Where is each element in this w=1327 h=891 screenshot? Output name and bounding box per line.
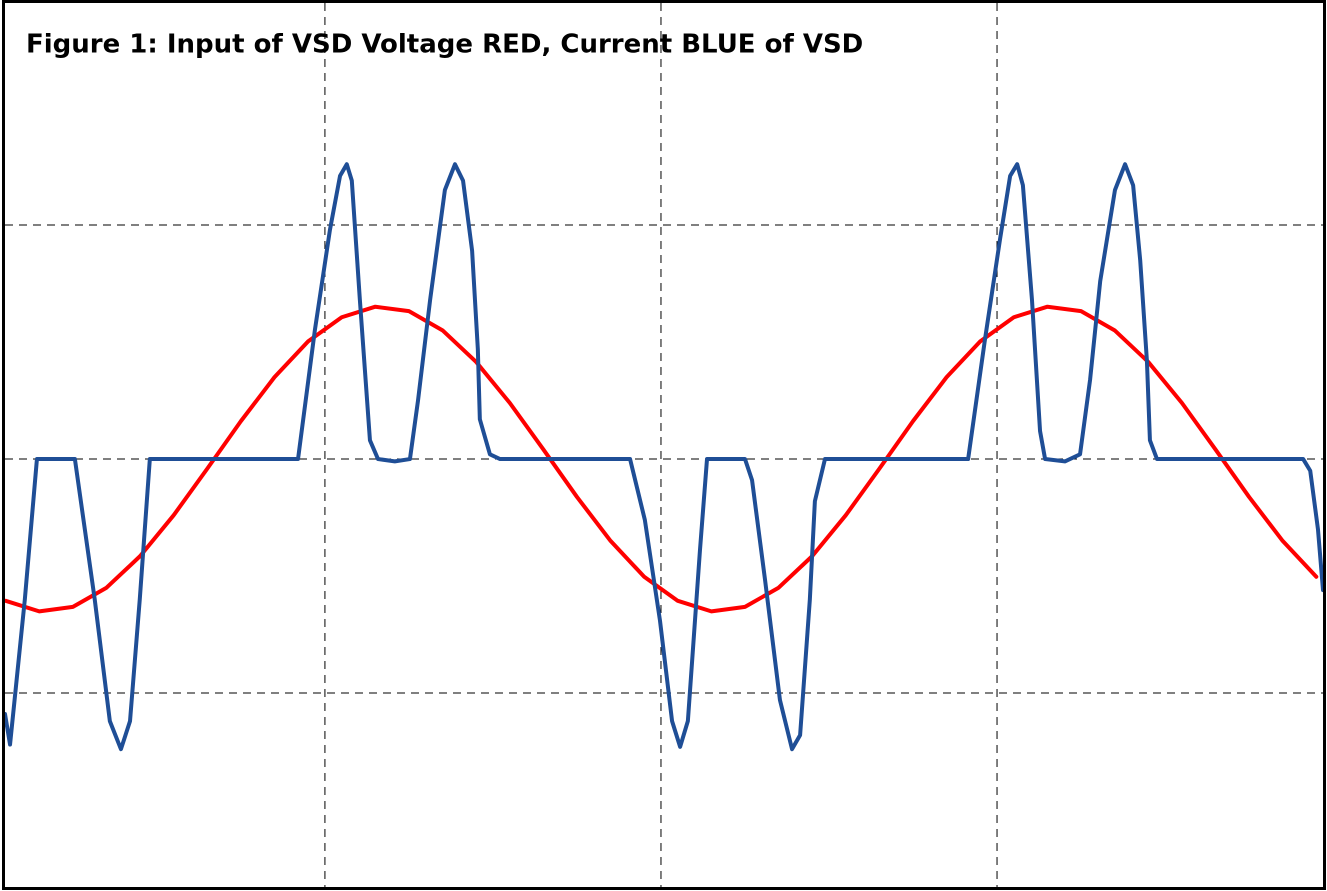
- chart-title: Figure 1: Input of VSD Voltage RED, Curr…: [26, 30, 863, 60]
- grid: [5, 3, 1323, 887]
- series-line: [5, 162, 1323, 752]
- plot-area: [5, 162, 1323, 752]
